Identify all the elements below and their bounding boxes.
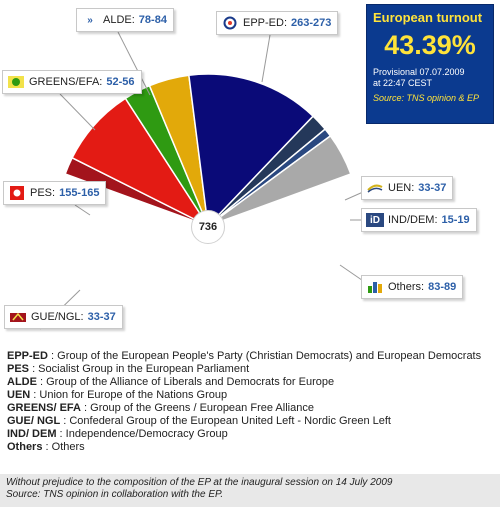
legend-row: PES : Socialist Group in the European Pa… bbox=[7, 363, 495, 376]
label-gue-ngl: GUE/NGL: 33-37 bbox=[4, 305, 123, 329]
label-greens-name: GREENS/EFA: bbox=[29, 76, 103, 88]
label-pes: PES: 155-165 bbox=[3, 181, 107, 205]
legend-abbr: GREENS/ EFA bbox=[7, 402, 81, 414]
label-ind-dem-value: 15-19 bbox=[441, 214, 470, 226]
label-greens-efa: GREENS/EFA: 52-56 bbox=[2, 70, 142, 94]
label-greens-value: 52-56 bbox=[106, 76, 135, 88]
legend-abbr: IND/ DEM bbox=[7, 428, 57, 440]
legend-desc: : Union for Europe of the Nations Group bbox=[30, 389, 228, 401]
alde-logo-icon: » bbox=[87, 14, 93, 26]
legend-abbr: EPP-ED bbox=[7, 350, 48, 362]
legend-abbr: ALDE bbox=[7, 376, 37, 388]
leader-line bbox=[261, 34, 271, 83]
total-seats-badge: 736 bbox=[191, 210, 225, 244]
legend-desc: : Confederal Group of the European Unite… bbox=[60, 415, 391, 427]
label-alde-value: 78-84 bbox=[138, 14, 167, 26]
label-pes-value: 155-165 bbox=[59, 187, 100, 199]
label-alde-name: ALDE: bbox=[103, 14, 135, 26]
legend-abbr: GUE/ NGL bbox=[7, 415, 61, 427]
legend-abbr: UEN bbox=[7, 389, 31, 401]
turnout-provisional: Provisional 07.07.2009 bbox=[373, 67, 465, 77]
inddem-logo-icon: iD bbox=[366, 213, 384, 227]
legend-row: ALDE : Group of the Alliance of Liberals… bbox=[7, 376, 495, 389]
legend-row: EPP-ED : Group of the European People's … bbox=[7, 350, 495, 363]
legend-row: Others : Others bbox=[7, 441, 495, 454]
label-uen: UEN: 33-37 bbox=[361, 176, 454, 200]
footer-note: Without prejudice to the composition of … bbox=[0, 474, 500, 507]
uen-logo-icon bbox=[366, 181, 384, 195]
leader-line bbox=[74, 204, 91, 216]
footer-source: Source: TNS opinion in collaboration wit… bbox=[6, 489, 224, 500]
label-alde: » ALDE: 78-84 bbox=[76, 8, 174, 32]
legend-row: UEN : Union for Europe of the Nations Gr… bbox=[7, 389, 495, 402]
label-others-name: Others: bbox=[388, 281, 425, 293]
turnout-percent: 43.39% bbox=[384, 30, 476, 60]
label-ind-dem: iD IND/DEM: 15-19 bbox=[361, 208, 477, 232]
group-legend: EPP-ED : Group of the European People's … bbox=[7, 350, 495, 454]
legend-desc: : Others bbox=[42, 441, 85, 453]
leader-line bbox=[59, 93, 96, 131]
leader-line bbox=[117, 31, 151, 96]
legend-row: IND/ DEM : Independence/Democracy Group bbox=[7, 428, 495, 441]
greens-logo-icon bbox=[7, 75, 25, 89]
label-uen-name: UEN: bbox=[388, 182, 415, 194]
legend-desc: : Group of the Greens / European Free Al… bbox=[80, 402, 314, 414]
label-pes-name: PES: bbox=[30, 187, 56, 199]
turnout-source: Source: TNS opinion & EP bbox=[373, 93, 480, 103]
label-epp-ed-value: 263-273 bbox=[291, 17, 332, 29]
legend-abbr: Others bbox=[7, 441, 43, 453]
slice-epp-ed bbox=[188, 73, 315, 228]
footer-disclaimer: Without prejudice to the composition of … bbox=[6, 477, 393, 488]
epp-logo-icon bbox=[221, 16, 239, 30]
legend-abbr: PES bbox=[7, 363, 30, 375]
slice-others bbox=[207, 134, 352, 227]
legend-desc: : Socialist Group in the European Parlia… bbox=[29, 363, 250, 375]
label-gue-value: 33-37 bbox=[87, 311, 116, 323]
pes-logo-icon bbox=[8, 186, 26, 200]
legend-desc: : Group of the Alliance of Liberals and … bbox=[36, 376, 335, 388]
label-epp-ed-name: EPP-ED: bbox=[243, 17, 288, 29]
label-uen-value: 33-37 bbox=[418, 182, 447, 194]
legend-row: GUE/ NGL : Confederal Group of the Europ… bbox=[7, 415, 495, 428]
legend-desc: : Independence/Democracy Group bbox=[56, 428, 228, 440]
turnout-panel: European turnout 43.39% Provisional 07.0… bbox=[366, 4, 494, 124]
turnout-title: European turnout bbox=[373, 10, 483, 25]
label-epp-ed: EPP-ED: 263-273 bbox=[216, 11, 339, 35]
label-others-value: 83-89 bbox=[428, 281, 457, 293]
total-seats-value: 736 bbox=[198, 221, 218, 233]
turnout-time: at 22:47 CEST bbox=[373, 78, 433, 88]
label-others: Others: 83-89 bbox=[361, 275, 464, 299]
legend-row: GREENS/ EFA : Group of the Greens / Euro… bbox=[7, 402, 495, 415]
label-gue-name: GUE/NGL: bbox=[31, 311, 84, 323]
others-icon bbox=[366, 280, 384, 294]
chart-area: 736 » ALDE: 78-84 EPP-ED: 263-273 GREENS… bbox=[2, 4, 494, 330]
label-ind-dem-name: IND/DEM: bbox=[388, 214, 438, 226]
gue-logo-icon bbox=[9, 310, 27, 324]
legend-desc: : Group of the European People's Party (… bbox=[47, 350, 482, 362]
